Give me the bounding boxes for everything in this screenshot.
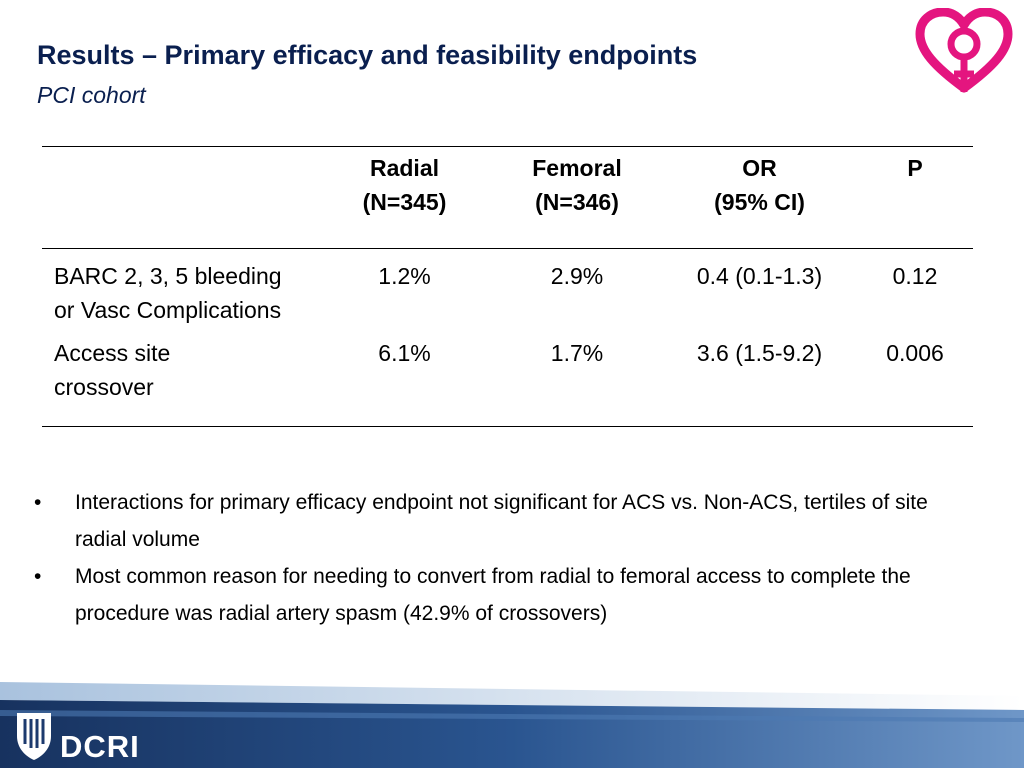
header-cell-femoral: Femoral (N=346) [492,147,662,249]
header-p-label: P [907,155,923,181]
bullet-text: Interactions for primary efficacy endpoi… [75,491,928,551]
table-row: Access site crossover 6.1% 1.7% 3.6 (1.5… [42,336,973,427]
duke-shield-icon [17,713,51,760]
slide-subtitle: PCI cohort [37,82,146,108]
radial-value: 6.1% [378,340,431,366]
bullet-list: • Interactions for primary efficacy endp… [34,484,974,632]
heart-female-symbol-icon [915,8,1013,93]
bullet-text: Most common reason for needing to conver… [75,565,911,625]
table-header-row: Radial (N=345) Femoral (N=346) OR (95% C… [42,146,973,249]
row-label: BARC 2, 3, 5 bleeding or Vasc Complicati… [42,249,317,337]
header-cell-empty [42,147,317,249]
femoral-value: 1.7% [550,340,604,366]
bullet-marker: • [34,565,42,588]
bullet-marker: • [34,491,42,514]
radial-value: 1.2% [378,263,431,289]
header-radial-n: (N=345) [362,189,447,215]
table-row: BARC 2, 3, 5 bleeding or Vasc Complicati… [42,249,973,337]
p-value: 0.12 [892,263,938,289]
row-label-text: Access site crossover [54,340,171,400]
row-label-text: BARC 2, 3, 5 bleeding or Vasc Complicati… [54,263,282,323]
results-table: Radial (N=345) Femoral (N=346) OR (95% C… [42,146,973,427]
p-value: 0.006 [886,340,944,366]
header-or-ci: (95% CI) [714,189,805,215]
or-value: 0.4 (0.1-1.3) [696,263,823,289]
femoral-value: 2.9% [550,263,604,289]
header-cell-radial: Radial (N=345) [317,147,492,249]
header-femoral-n: (N=346) [535,189,619,215]
or-value: 3.6 (1.5-9.2) [696,340,823,366]
list-item: • Most common reason for needing to conv… [34,558,974,632]
header-cell-p: P [857,147,973,249]
list-item: • Interactions for primary efficacy endp… [34,484,974,558]
footer-band [0,682,1024,768]
row-label: Access site crossover [42,336,317,427]
footer-org-name: DCRI [60,729,140,764]
header-femoral-label: Femoral [532,155,622,181]
header-radial-label: Radial [369,155,440,181]
slide-title: Results – Primary efficacy and feasibili… [37,40,698,70]
header-cell-or: OR (95% CI) [662,147,857,249]
header-or-label: OR [742,155,777,181]
